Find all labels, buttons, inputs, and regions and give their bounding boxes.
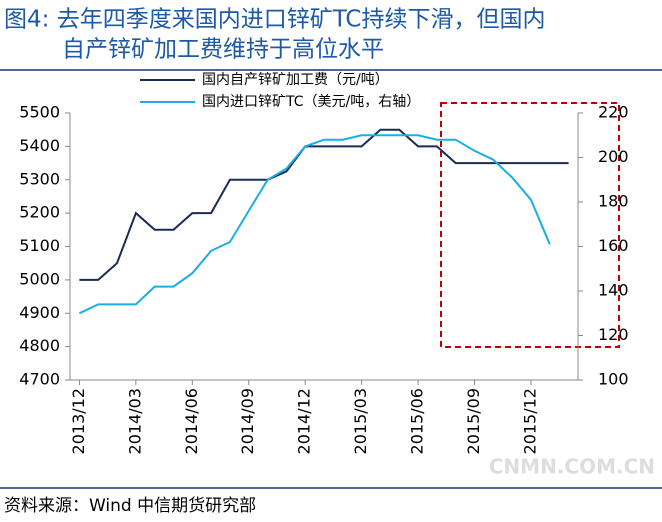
y2-tick-label: 180 xyxy=(598,192,629,211)
x-tick-label: 2015/09 xyxy=(464,388,483,454)
y-tick-label: 4900 xyxy=(19,303,60,322)
x-tick-label: 2014/12 xyxy=(295,388,314,454)
source: 资料来源：Wind 中信期货研究部 xyxy=(4,496,256,516)
x-tick-label: 2013/12 xyxy=(69,388,88,454)
y-tick-label: 5500 xyxy=(19,103,60,122)
y2-tick-label: 100 xyxy=(598,370,629,389)
legend-label: 国内自产锌矿加工费（元/吨） xyxy=(202,72,389,88)
y-tick-label: 5200 xyxy=(19,203,60,222)
x-tick-label: 2015/03 xyxy=(351,388,370,454)
x-tick-label: 2015/06 xyxy=(408,388,427,454)
x-tick-label: 2014/09 xyxy=(238,388,257,454)
x-tick-label: 2014/03 xyxy=(125,388,144,454)
y-tick-label: 4800 xyxy=(19,336,60,355)
x-tick-label: 2014/06 xyxy=(182,388,201,454)
y-tick-label: 5400 xyxy=(19,136,60,155)
y-tick-label: 4700 xyxy=(19,370,60,389)
y-tick-label: 5000 xyxy=(19,269,60,288)
y2-tick-label: 140 xyxy=(598,281,629,300)
y2-tick-label: 200 xyxy=(598,147,629,166)
legend-label: 国内进口锌矿TC（美元/吨，右轴） xyxy=(202,94,420,110)
x-tick-label: 2015/12 xyxy=(520,388,539,454)
y2-tick-label: 120 xyxy=(598,325,629,344)
chart-title: 自产锌矿加工费维持于高位水平 xyxy=(62,37,384,63)
watermark: CNMN.COM.CN xyxy=(489,455,655,479)
series-line xyxy=(78,134,551,315)
y2-tick-label: 160 xyxy=(598,236,629,255)
y-tick-label: 5100 xyxy=(19,236,60,255)
series-line xyxy=(79,128,569,281)
highlight-box xyxy=(440,102,620,348)
y-tick-label: 5300 xyxy=(19,169,60,188)
y2-tick-label: 220 xyxy=(598,103,629,122)
chart-title: 图4: 去年四季度来国内进口锌矿TC持续下滑，但国内 xyxy=(4,7,545,33)
